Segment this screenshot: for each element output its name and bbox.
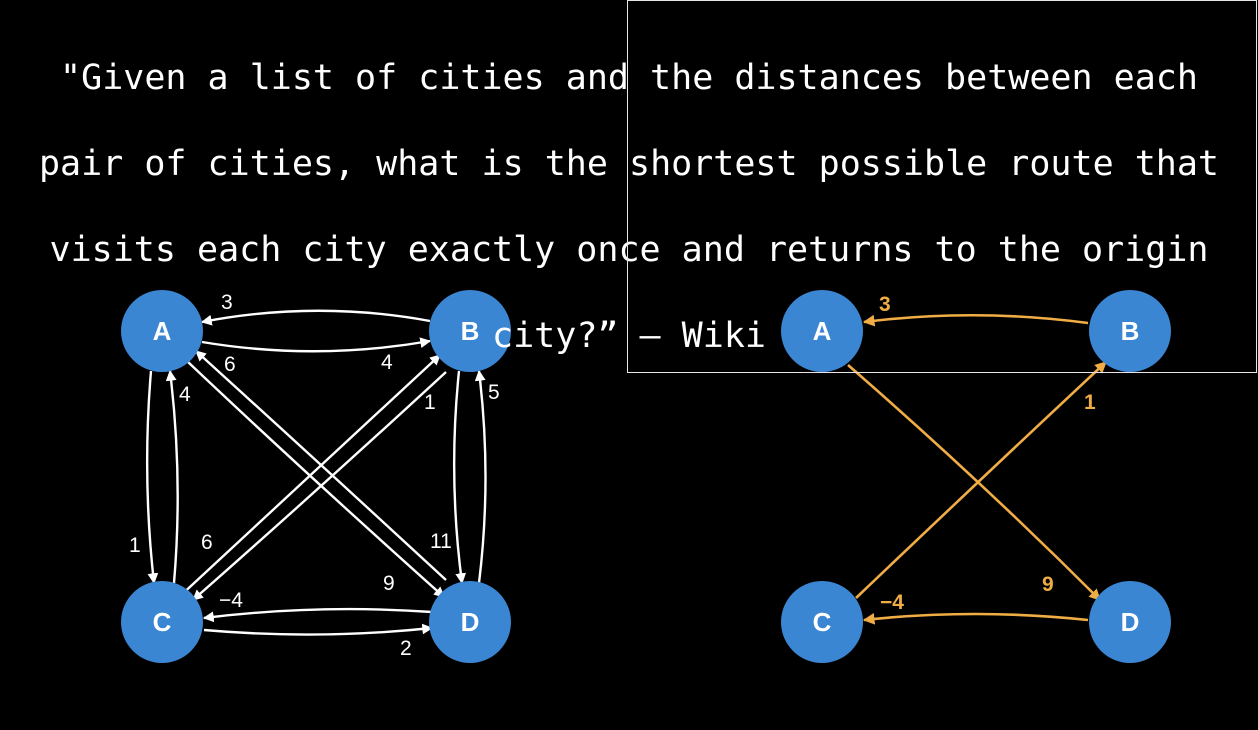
node-label-A: A <box>153 316 172 346</box>
quote-line-4: city?” – Wiki <box>492 316 766 356</box>
edge-D-C <box>202 607 433 623</box>
weight-B-A: 3 <box>221 291 233 314</box>
tour-node-label-C: C <box>813 607 832 637</box>
weight-C-A: 4 <box>179 383 191 406</box>
quote-line-1: "Given a list of cities and the distance… <box>60 58 1198 98</box>
tour-node-B: B <box>1089 290 1171 372</box>
edge-B-C <box>192 371 447 601</box>
weight-D-A: 6 <box>224 353 236 376</box>
tour-graph <box>847 313 1107 625</box>
tour-weight-A-D: 9 <box>1042 573 1054 596</box>
quote-line-2: pair of cities, what is the shortest pos… <box>38 144 1220 184</box>
tour-weight-B-A: 3 <box>879 293 891 316</box>
tour-weight-D-C: −4 <box>880 591 904 614</box>
edge-D-A <box>195 350 447 581</box>
tour-node-label-B: B <box>1121 316 1140 346</box>
full-graph <box>145 309 487 636</box>
weight-A-C: 1 <box>129 534 141 557</box>
tour-edge-A-D <box>847 364 1101 601</box>
tour-node-label-A: A <box>813 316 832 346</box>
quote-line-3: visits each city exactly once and return… <box>49 230 1209 270</box>
tour-node-label-D: D <box>1121 607 1140 637</box>
edge-D-B <box>474 369 487 584</box>
tour-graph-nodes: A B C D <box>781 290 1171 663</box>
weight-A-D: 9 <box>383 572 395 595</box>
weight-A-B: 4 <box>381 351 393 374</box>
edge-B-A <box>200 309 431 326</box>
edge-A-B <box>201 337 432 353</box>
tour-edge-B-A <box>862 313 1089 327</box>
tour-node-C: C <box>781 581 863 663</box>
tour-edge-D-C <box>862 612 1089 625</box>
edge-A-D <box>187 361 445 598</box>
edge-A-C <box>145 370 159 585</box>
full-graph-nodes: A B C D <box>121 290 511 663</box>
node-label-B: B <box>461 316 480 346</box>
weight-B-C: 6 <box>201 531 213 554</box>
edge-B-D <box>452 370 467 585</box>
full-graph-weights: 3 4 6 9 4 1 1 6 5 11 −4 2 <box>129 291 500 660</box>
node-label-D: D <box>461 607 480 637</box>
tour-node-A: A <box>781 290 863 372</box>
edge-C-A <box>165 369 179 584</box>
node-label-C: C <box>153 607 172 637</box>
node-C: C <box>121 581 203 663</box>
edge-C-D <box>203 623 434 636</box>
weight-C-B: 1 <box>424 391 436 414</box>
tour-weight-C-B: 1 <box>1084 391 1096 414</box>
tour-graph-weights: 3 1 9 −4 <box>879 293 1096 614</box>
edge-C-B <box>177 354 441 599</box>
weight-D-B: 5 <box>488 381 500 404</box>
tsp-definition-quote: "Given a list of cities and the distance… <box>0 14 1258 401</box>
node-A: A <box>121 290 203 372</box>
tour-node-D: D <box>1089 581 1171 663</box>
weight-C-D: 2 <box>400 637 412 660</box>
node-D: D <box>429 581 511 663</box>
weight-B-D: 11 <box>430 530 452 553</box>
weight-D-C: −4 <box>219 589 243 612</box>
selection-overlay-box <box>627 0 1257 373</box>
tour-edge-C-B <box>855 361 1107 599</box>
node-B: B <box>429 290 511 372</box>
